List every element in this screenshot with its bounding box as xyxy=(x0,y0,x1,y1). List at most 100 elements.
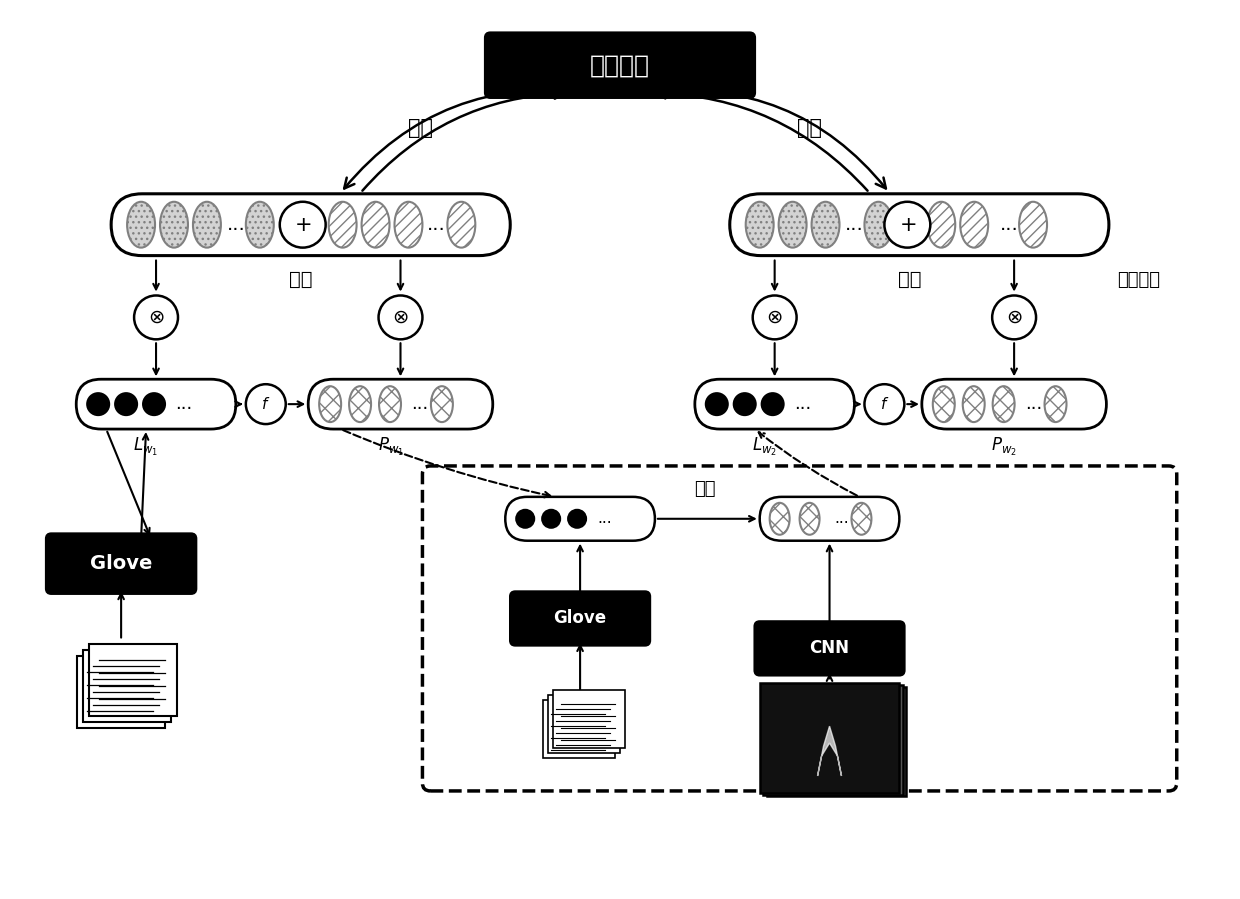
Text: 误差: 误差 xyxy=(408,118,433,138)
Text: $+$: $+$ xyxy=(899,215,916,235)
Circle shape xyxy=(516,510,534,528)
Circle shape xyxy=(134,296,179,339)
FancyBboxPatch shape xyxy=(755,621,904,675)
FancyBboxPatch shape xyxy=(46,534,196,593)
FancyBboxPatch shape xyxy=(553,690,625,748)
Text: ...: ... xyxy=(427,215,446,235)
FancyBboxPatch shape xyxy=(548,695,620,753)
Ellipse shape xyxy=(960,201,988,247)
Ellipse shape xyxy=(128,201,155,247)
Text: Glove: Glove xyxy=(553,610,606,628)
Ellipse shape xyxy=(329,201,357,247)
Text: 误差: 误差 xyxy=(797,118,822,138)
Text: $P_{w_2}$: $P_{w_2}$ xyxy=(991,436,1017,458)
FancyBboxPatch shape xyxy=(485,32,755,98)
Text: $\otimes$: $\otimes$ xyxy=(392,308,409,327)
Ellipse shape xyxy=(362,201,389,247)
Circle shape xyxy=(992,296,1037,339)
Text: 拼接: 拼接 xyxy=(898,270,921,289)
FancyArrowPatch shape xyxy=(647,91,885,189)
Circle shape xyxy=(246,384,285,424)
Text: $+$: $+$ xyxy=(294,215,311,235)
FancyBboxPatch shape xyxy=(89,645,177,717)
Ellipse shape xyxy=(932,387,955,423)
Ellipse shape xyxy=(160,201,188,247)
Ellipse shape xyxy=(800,503,820,535)
Text: CNN: CNN xyxy=(810,639,849,657)
Circle shape xyxy=(706,393,728,415)
Ellipse shape xyxy=(962,387,985,423)
Circle shape xyxy=(280,201,326,247)
Circle shape xyxy=(568,510,587,528)
Ellipse shape xyxy=(1019,201,1047,247)
Circle shape xyxy=(753,296,796,339)
FancyBboxPatch shape xyxy=(730,194,1109,255)
FancyBboxPatch shape xyxy=(694,379,854,429)
FancyBboxPatch shape xyxy=(423,466,1177,791)
Ellipse shape xyxy=(448,201,475,247)
FancyBboxPatch shape xyxy=(760,683,899,793)
Ellipse shape xyxy=(350,387,371,423)
Text: ...: ... xyxy=(794,396,811,414)
Text: 映射: 映射 xyxy=(694,480,715,498)
Ellipse shape xyxy=(864,201,893,247)
FancyArrowPatch shape xyxy=(345,90,593,189)
Text: ...: ... xyxy=(846,215,864,235)
FancyArrowPatch shape xyxy=(362,89,564,191)
FancyBboxPatch shape xyxy=(760,497,899,540)
Text: ...: ... xyxy=(999,215,1018,235)
FancyBboxPatch shape xyxy=(76,379,236,429)
Text: 权重模型: 权重模型 xyxy=(1117,271,1159,289)
Ellipse shape xyxy=(246,201,274,247)
FancyBboxPatch shape xyxy=(766,687,906,797)
Text: $\otimes$: $\otimes$ xyxy=(1006,308,1023,327)
Ellipse shape xyxy=(379,387,401,423)
Ellipse shape xyxy=(394,201,423,247)
Text: ...: ... xyxy=(1025,396,1042,414)
Polygon shape xyxy=(817,726,842,776)
Text: ...: ... xyxy=(175,396,192,414)
Ellipse shape xyxy=(193,201,221,247)
Ellipse shape xyxy=(993,387,1014,423)
FancyBboxPatch shape xyxy=(921,379,1106,429)
Ellipse shape xyxy=(770,503,790,535)
Text: $L_{w_2}$: $L_{w_2}$ xyxy=(753,436,777,458)
FancyBboxPatch shape xyxy=(83,650,171,722)
Circle shape xyxy=(87,393,109,415)
FancyBboxPatch shape xyxy=(112,194,510,255)
Text: $f$: $f$ xyxy=(879,396,889,412)
Text: ...: ... xyxy=(835,512,849,526)
FancyArrowPatch shape xyxy=(656,88,868,191)
Text: ...: ... xyxy=(412,396,429,414)
Text: $\otimes$: $\otimes$ xyxy=(148,308,165,327)
Circle shape xyxy=(761,393,784,415)
Circle shape xyxy=(542,510,560,528)
Text: ...: ... xyxy=(227,215,246,235)
Text: $\otimes$: $\otimes$ xyxy=(766,308,782,327)
Ellipse shape xyxy=(852,503,872,535)
Text: 目标函数: 目标函数 xyxy=(590,53,650,77)
Ellipse shape xyxy=(745,201,774,247)
Text: ...: ... xyxy=(598,512,613,526)
Ellipse shape xyxy=(432,387,453,423)
FancyBboxPatch shape xyxy=(763,685,903,795)
Text: $P_{w_1}$: $P_{w_1}$ xyxy=(377,436,403,458)
FancyBboxPatch shape xyxy=(309,379,492,429)
FancyBboxPatch shape xyxy=(510,592,650,645)
Ellipse shape xyxy=(928,201,955,247)
Ellipse shape xyxy=(319,387,341,423)
Ellipse shape xyxy=(779,201,806,247)
Ellipse shape xyxy=(811,201,839,247)
Ellipse shape xyxy=(1044,387,1066,423)
Text: 拼接: 拼接 xyxy=(289,270,312,289)
Circle shape xyxy=(734,393,755,415)
Text: Glove: Glove xyxy=(91,554,153,574)
Circle shape xyxy=(378,296,423,339)
Text: $f$: $f$ xyxy=(262,396,270,412)
Circle shape xyxy=(143,393,165,415)
Text: $L_{w_1}$: $L_{w_1}$ xyxy=(134,436,159,458)
Circle shape xyxy=(115,393,138,415)
Circle shape xyxy=(864,384,904,424)
Circle shape xyxy=(884,201,930,247)
FancyBboxPatch shape xyxy=(543,700,615,758)
